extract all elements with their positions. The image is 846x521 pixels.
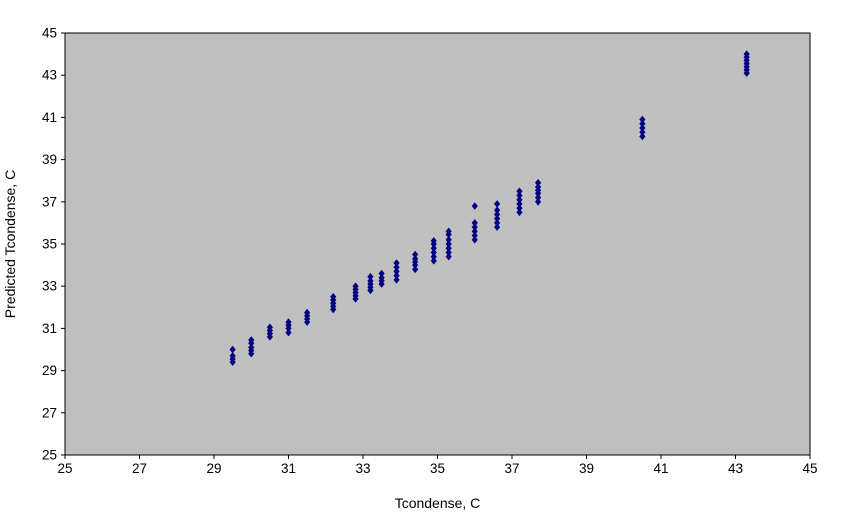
y-tick-label: 43 [42, 68, 57, 83]
data-point [248, 343, 255, 352]
data-point [516, 204, 523, 212]
data-point [471, 219, 478, 227]
x-tick-label: 31 [281, 461, 296, 476]
data-point [743, 50, 750, 58]
data-point [494, 214, 501, 223]
x-tick-label: 41 [653, 461, 668, 476]
data-point [445, 235, 452, 244]
data-point [430, 248, 437, 257]
data-point [516, 208, 523, 217]
data-point [367, 272, 374, 281]
x-tick-label: 39 [579, 461, 594, 476]
data-point [304, 308, 311, 317]
data-point [352, 282, 359, 290]
y-tick-label: 37 [42, 194, 57, 209]
data-point [248, 336, 255, 344]
x-tick-label: 33 [355, 461, 370, 476]
data-point [393, 263, 400, 272]
data-point [412, 254, 419, 263]
data-point [430, 237, 437, 245]
data-point [471, 223, 478, 231]
data-point [229, 352, 236, 360]
data-point [471, 227, 478, 236]
data-point [445, 252, 452, 261]
data-point [534, 193, 542, 202]
data-point [445, 240, 452, 248]
data-point [393, 271, 400, 280]
data-point [516, 187, 523, 196]
x-tick-label: 37 [504, 461, 519, 476]
y-tick-label: 45 [42, 26, 57, 41]
data-point [516, 191, 523, 200]
data-point [534, 179, 542, 187]
data-point [494, 206, 501, 215]
data-point [639, 132, 646, 141]
data-point [494, 200, 501, 208]
data-point [285, 318, 292, 326]
data-point [534, 198, 542, 206]
plot-area [64, 32, 811, 456]
data-point [378, 269, 385, 278]
y-tick-label: 35 [42, 237, 57, 252]
data-point [229, 345, 236, 354]
data-point [430, 257, 437, 265]
y-tick-label: 25 [42, 448, 57, 463]
data-point [471, 235, 478, 244]
x-axis-title: Tcondense, C [394, 495, 481, 511]
y-tick-label: 29 [42, 363, 57, 378]
data-point [266, 323, 273, 332]
x-tick-label: 43 [728, 461, 743, 476]
data-point [430, 252, 437, 261]
data-point [471, 231, 478, 240]
data-point [534, 183, 542, 191]
y-tick-label: 39 [42, 152, 57, 167]
x-tick-label: 25 [57, 461, 72, 476]
x-tick-label: 29 [206, 461, 221, 476]
y-tick-label: 31 [42, 321, 57, 336]
data-point [367, 277, 374, 285]
data-point [445, 244, 452, 253]
data-point [445, 248, 452, 257]
data-point [378, 273, 385, 282]
data-point [393, 259, 400, 267]
data-point [516, 195, 523, 204]
data-point [412, 250, 419, 259]
data-point [639, 119, 646, 128]
data-point [639, 115, 646, 124]
data-point [516, 200, 523, 208]
x-tick-label: 35 [430, 461, 445, 476]
y-tick-label: 27 [42, 405, 57, 420]
data-point [639, 128, 646, 136]
x-tick-label: 27 [132, 461, 147, 476]
data-point [330, 292, 337, 301]
data-point [494, 210, 501, 219]
data-point [639, 124, 646, 132]
data-point [471, 202, 478, 210]
data-point [285, 328, 292, 337]
data-point [393, 267, 400, 276]
x-tick-label: 45 [802, 461, 817, 476]
y-tick-label: 41 [42, 110, 57, 125]
y-tick-label: 33 [42, 279, 57, 294]
data-point [430, 244, 437, 253]
data-point [393, 276, 400, 284]
data-point [412, 265, 419, 274]
data-point [494, 223, 501, 231]
data-point [445, 227, 452, 236]
data-point [494, 219, 501, 227]
y-axis-title: Predicted Tcondense, C [2, 169, 18, 319]
